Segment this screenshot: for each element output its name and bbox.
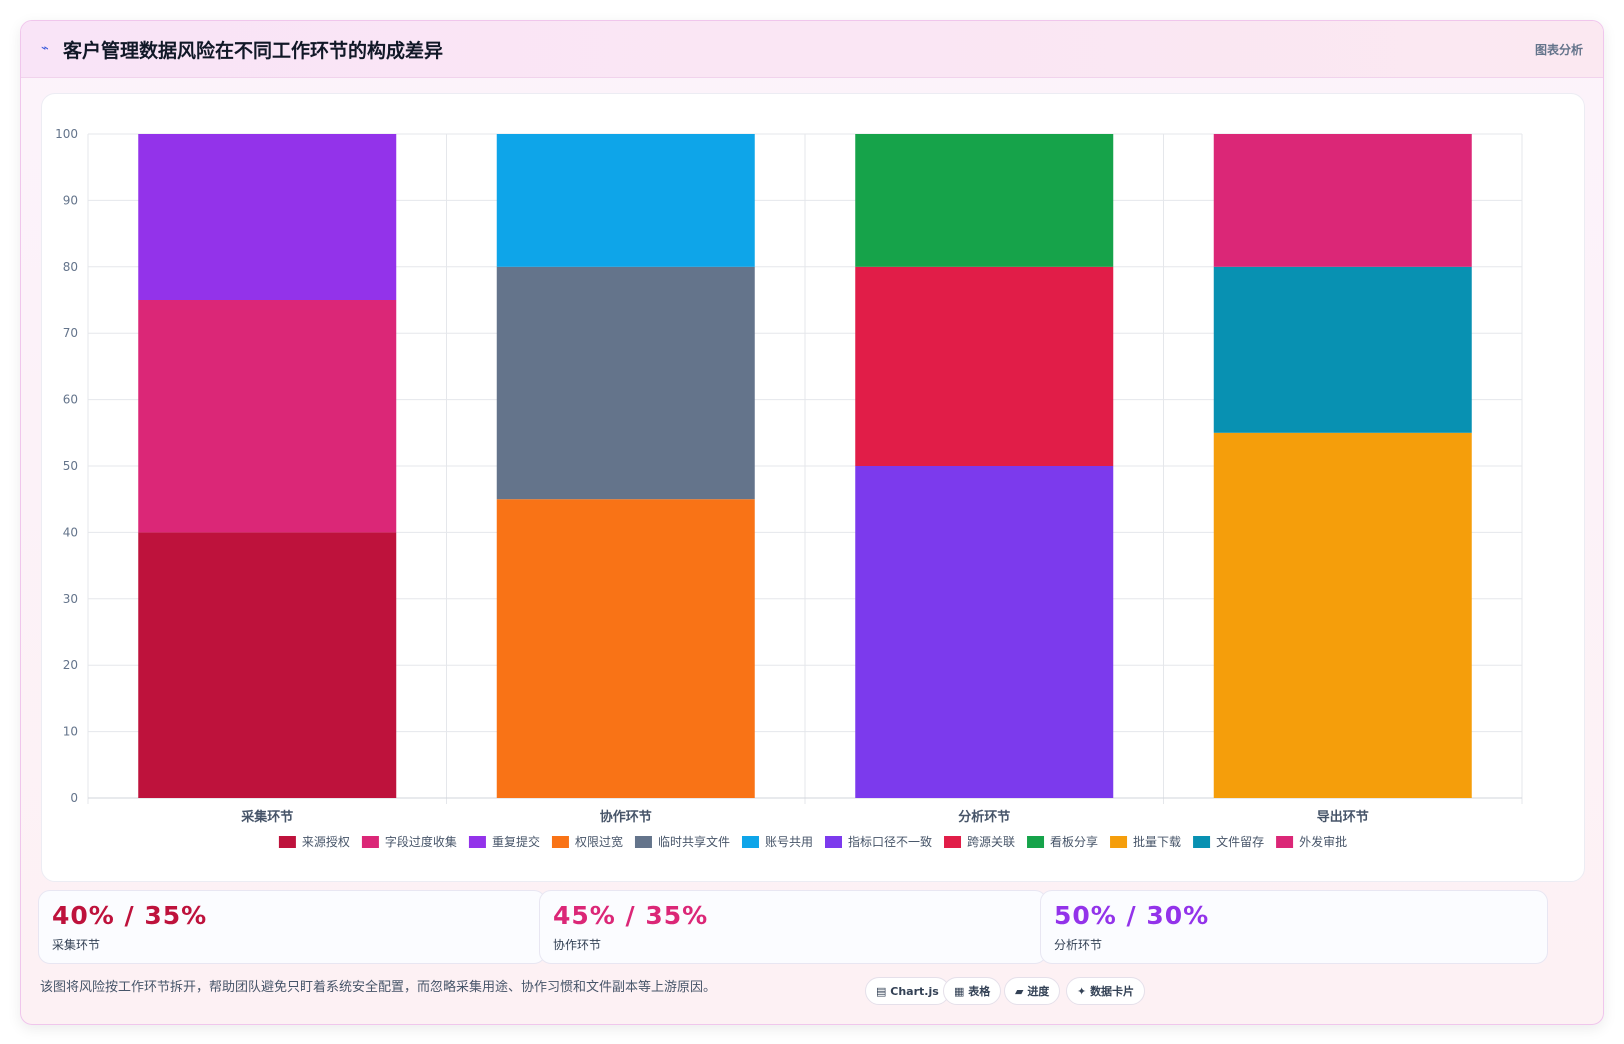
table-pill[interactable]: ▦ 表格 — [943, 977, 1002, 1005]
y-tick-label: 80 — [63, 260, 78, 274]
bar-segment — [138, 532, 397, 798]
legend-swatch — [1276, 836, 1294, 848]
legend-label: 批量下载 — [1133, 834, 1181, 849]
bar-segment — [496, 134, 755, 267]
legend-label: 来源授权 — [302, 834, 350, 849]
legend-swatch — [1193, 836, 1211, 848]
legend-swatch — [1027, 836, 1045, 848]
stat-value: 50% / 30% — [1054, 901, 1210, 930]
bar-segment — [1213, 432, 1472, 798]
legend-label: 跨源关联 — [967, 835, 1015, 849]
legend-label: 重复提交 — [492, 834, 540, 849]
y-tick-label: 50 — [63, 459, 78, 473]
chart-card: ⌁ 客户管理数据风险在不同工作环节的构成差异 图表分析 0 10 20 30 40 50 6… — [20, 20, 1604, 1025]
pill-label: 进度 — [1027, 985, 1050, 998]
legend-swatch — [741, 836, 759, 848]
y-tick-label: 70 — [63, 326, 78, 340]
chart-footnote: 该图将风险按工作环节拆开，帮助团队避免只盯着系统安全配置，而忽略采集用途、协作习… — [40, 980, 717, 995]
bar-segment — [1213, 134, 1472, 267]
legend-label: 指标口径不一致 — [848, 834, 932, 849]
stat-label: 采集环节 — [52, 938, 101, 952]
stat-card-collect: 40% / 35% 采集环节 — [38, 890, 546, 964]
y-tick-label: 10 — [63, 725, 78, 739]
legend-label: 外发审批 — [1299, 834, 1347, 849]
legend-label: 字段过度收集 — [385, 834, 457, 849]
stat-label: 分析环节 — [1054, 938, 1103, 952]
bar-segment — [855, 266, 1114, 466]
legend-swatch — [944, 836, 962, 848]
chart-title: 客户管理数据风险在不同工作环节的构成差异 — [63, 40, 444, 62]
stat-card-collab: 45% / 35% 协作环节 — [539, 890, 1047, 964]
table-icon: ▦ — [954, 985, 965, 998]
progress-icon: ▰ — [1015, 985, 1024, 998]
y-tick-label: 30 — [63, 592, 78, 606]
y-tick-label: 0 — [70, 791, 78, 805]
x-tick-label: 协作环节 — [600, 809, 652, 825]
legend-label: 文件留存 — [1216, 834, 1264, 849]
card-header: ⌁ 客户管理数据风险在不同工作环节的构成差异 图表分析 — [21, 21, 1603, 78]
y-tick-label: 20 — [63, 658, 78, 672]
y-tick-label: 60 — [63, 393, 78, 407]
progress-pill[interactable]: ▰ 进度 — [1004, 977, 1061, 1005]
pill-label: Chart.js — [890, 985, 939, 998]
stacked-bar-chart: 0 10 20 30 40 50 60 70 80 90 100 采集环节 协作环节 分析环节 导出环节来源… — [55, 127, 1523, 849]
legend-swatch — [361, 836, 379, 848]
legend-swatch — [551, 836, 569, 848]
x-tick-label: 采集环节 — [240, 809, 293, 825]
y-tick-label: 40 — [63, 525, 78, 539]
legend-swatch — [468, 836, 486, 848]
bar-segment — [138, 300, 397, 533]
x-tick-label: 导出环节 — [1317, 809, 1369, 825]
legend-label: 权限过宽 — [575, 834, 623, 849]
chart-icon: ▤ — [876, 985, 887, 998]
stat-value: 45% / 35% — [553, 901, 709, 930]
bar-segment — [855, 134, 1114, 267]
stat-label: 协作环节 — [553, 938, 602, 952]
bar-segment — [138, 134, 397, 300]
chart-panel: 0 10 20 30 40 50 60 70 80 90 100 采集环节 协作环节 分析环节 导出环节来源… — [41, 93, 1585, 882]
y-tick-label: 100 — [55, 127, 78, 141]
legend-swatch — [1110, 836, 1128, 848]
pill-label: 表格 — [968, 985, 991, 998]
legend-swatch — [278, 836, 296, 848]
x-tick-label: 分析环节 — [958, 809, 1010, 825]
data-card-pill[interactable]: ✦ 数据卡片 — [1066, 977, 1146, 1005]
stat-value: 40% / 35% — [52, 901, 208, 930]
stat-card-analysis: 50% / 30% 分析环节 — [1040, 890, 1548, 964]
bar-segment — [1213, 266, 1472, 433]
legend-swatch — [825, 836, 842, 848]
legend-label: 临时共享文件 — [658, 834, 730, 849]
pill-label: 数据卡片 — [1090, 985, 1135, 998]
legend-label: 看板分享 — [1050, 834, 1098, 849]
chart-analysis-label: 图表分析 — [1534, 43, 1583, 57]
card-icon: ✦ — [1077, 985, 1087, 998]
bar-segment — [855, 466, 1114, 798]
trend-icon: ⌁ — [41, 41, 49, 56]
bar-segment — [496, 266, 755, 500]
legend-swatch — [634, 836, 652, 848]
bar-segment — [496, 499, 755, 798]
y-tick-label: 90 — [63, 193, 78, 207]
legend-label: 账号共用 — [765, 835, 813, 849]
chartjs-pill[interactable]: ▤ Chart.js — [865, 977, 950, 1005]
